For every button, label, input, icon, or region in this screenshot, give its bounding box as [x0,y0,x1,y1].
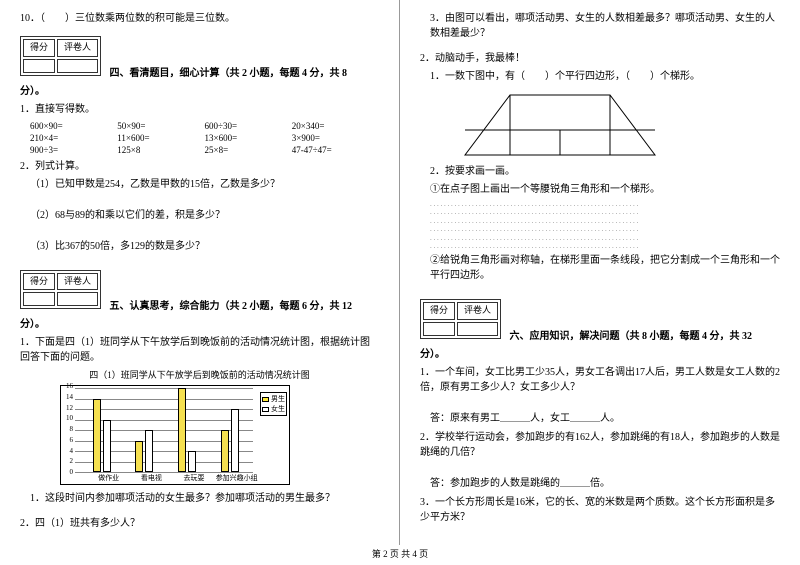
section4-header: 得分评卷人 四、看清题目，细心计算（共 2 小题，每题 4 分，共 8 [20,36,379,81]
calc-cell: 600×90= [30,121,117,131]
plot-area [75,388,253,472]
sec4-title: 四、看清题目，细心计算（共 2 小题，每题 4 分，共 8 [110,68,348,79]
legend-male: 男生 [271,394,285,404]
grader-label: 评卷人 [457,302,498,320]
calc-cell: 900÷3= [30,145,117,155]
sec6-tail: 分）。 [420,347,780,362]
sec5-title: 五、认真思考，综合能力（共 2 小题，每题 6 分，共 12 [110,301,353,312]
q6-1: 1．一个车间，女工比男工少35人，男女工各调出17人后，男工人数是女工人数的2倍… [420,365,780,395]
legend-swatch-female [262,407,269,412]
q5-1: 1．下面是四（1）班同学从下午放学后到晚饭前的活动情况统计图，根据统计图回答下面… [20,335,379,365]
calc-intro: 1．直接写得数。 [20,102,379,117]
q2-2b: ②给锐角三角形画对称轴，在梯形里面一条线段，把它分割成一个三角形和一个平行四边形… [430,253,780,283]
score-box: 得分评卷人 [420,299,501,339]
sec6-title: 六、应用知识，解决问题（共 8 小题，每题 4 分，共 32 [510,331,753,342]
q2-1: 1．一数下图中，有（ ）个平行四边形，（ ）个梯形。 [430,69,780,84]
legend-swatch-male [262,397,269,402]
section5-header: 得分评卷人 五、认真思考，综合能力（共 2 小题，每题 6 分，共 12 [20,270,379,315]
ans2: 答：参加跑步的人数是跳绳的＿＿＿倍。 [430,474,780,489]
calc-cell: 25×8= [205,145,292,155]
sec5-tail: 分）。 [20,317,379,332]
q5-1a: 1．这段时间内参加哪项活动的女生最多？参加哪项活动的男生最多？ [30,491,379,506]
right-column: 3．由图可以看出，哪项活动男、女生的人数相差最多？哪项活动男、女生的人数相差最少… [400,0,800,545]
dot-grid: . . . . . . . . . . . . . . . . . . . . … [430,200,770,250]
calc-cell: 3×900= [292,133,379,143]
score-label: 得分 [23,39,55,57]
calc-cell: 600÷30= [205,121,292,131]
sec4-tail: 分）。 [20,84,379,99]
lc1: （1）已知甲数是254，乙数是甲数的15倍，乙数是多少？ [30,177,379,192]
q3: 3．由图可以看出，哪项活动男、女生的人数相差最多？哪项活动男、女生的人数相差最少… [430,11,780,41]
q2-2: 2．按要求画一画。 [430,164,780,179]
grader-label: 评卷人 [57,39,98,57]
y-axis: 0246810121416 [61,386,75,472]
calc-cell: 13×600= [205,133,292,143]
section6-header: 得分评卷人 六、应用知识，解决问题（共 8 小题，每题 4 分，共 32 [420,299,780,344]
score-label: 得分 [23,273,55,291]
calc-cell: 11×600= [117,133,204,143]
score-box: 得分评卷人 [20,270,101,310]
calc-grid: 600×90= 50×90= 600÷30= 20×340= 210×4= 11… [30,121,379,155]
calc-cell: 125×8 [117,145,204,155]
trapezoid-figure [460,90,660,160]
list-calc: 2．列式计算。 [20,159,379,174]
calc-cell: 210×4= [30,133,117,143]
calc-cell: 47-47÷47= [292,145,379,155]
q10: 10．（ ）三位数乘两位数的积可能是三位数。 [20,11,379,26]
lc3: （3）比367的50倍，多129的数是多少？ [30,239,379,254]
chart-title: 四（1）班同学从下午放学后到晚饭前的活动情况统计图 [20,368,379,381]
q5-1b: 2．四（1）班共有多少人？ [20,516,379,531]
legend-female: 女生 [271,404,285,414]
left-column: 10．（ ）三位数乘两位数的积可能是三位数。 得分评卷人 四、看清题目，细心计算… [0,0,400,545]
score-label: 得分 [423,302,455,320]
page-footer: 第 2 页 共 4 页 [0,545,800,560]
legend: 男生 女生 [260,392,287,416]
calc-cell: 20×340= [292,121,379,131]
calc-cell: 50×90= [117,121,204,131]
ans1: 答：原来有男工＿＿＿人，女工＿＿＿人。 [430,409,780,424]
q6-3: 3．一个长方形周长是16米，它的长、宽的米数是两个质数。这个长方形面积是多少平方… [420,495,780,525]
q6-2: 2．学校举行运动会，参加跑步的有162人，参加跳绳的有18人，参加跑步的人数是跳… [420,430,780,460]
score-box: 得分评卷人 [20,36,101,76]
q2-2a: ①在点子图上画出一个等腰锐角三角形和一个梯形。 [430,182,780,197]
grader-label: 评卷人 [57,273,98,291]
lc2: （2）68与89的和乘以它们的差，积是多少？ [30,208,379,223]
q2-head: 2．动脑动手，我最棒！ [420,51,780,66]
bar-chart: 0246810121416 男生 女生 做作业看电视去玩耍参加兴趣小组 [60,385,290,485]
